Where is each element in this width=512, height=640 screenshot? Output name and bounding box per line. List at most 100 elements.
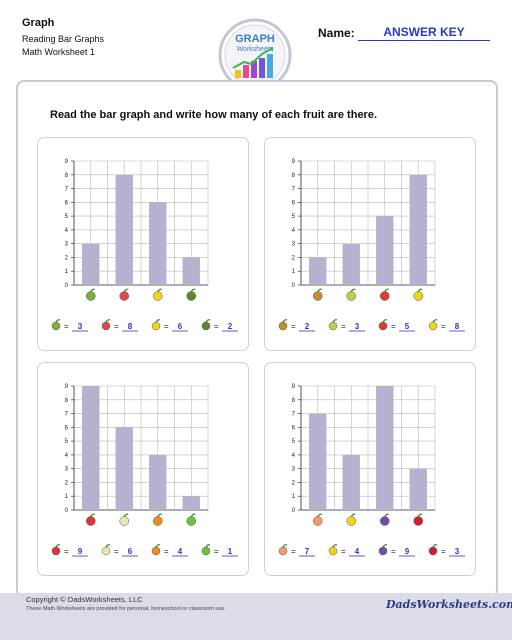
equals-sign: = xyxy=(114,547,119,556)
name-answer-key: ANSWER KEY xyxy=(358,25,490,41)
y-tick-label: 5 xyxy=(65,439,69,445)
orange-icon-leaf xyxy=(157,513,163,517)
banana-icon-leaf xyxy=(350,513,356,517)
equals-sign: = xyxy=(214,322,219,331)
y-tick-label: 7 xyxy=(65,412,69,418)
y-tick-label: 0 xyxy=(65,508,69,514)
answer-value: 6 xyxy=(128,547,133,556)
bar-orange xyxy=(149,454,167,510)
y-tick-label: 6 xyxy=(292,425,296,431)
answer-green-apple-icon-leaf xyxy=(205,544,211,548)
equals-sign: = xyxy=(441,547,446,556)
bar-lemon xyxy=(409,174,427,285)
bar-chart-1: 0 1 2 3 4 5 6 7 8 9 = 3 = 8 = 6 = 2 xyxy=(51,159,238,332)
y-tick-label: 1 xyxy=(292,269,296,275)
answer-melon-icon-leaf xyxy=(105,544,111,548)
chart-card-1: 0 1 2 3 4 5 6 7 8 9 = 3 = 8 = 6 = 2 xyxy=(37,137,249,351)
brand-logo: DadsWorksheets.com xyxy=(386,598,512,611)
watermelon-icon xyxy=(119,291,129,301)
answer-value: 4 xyxy=(178,547,183,556)
kiwi-icon-leaf xyxy=(90,288,96,292)
y-tick-label: 4 xyxy=(292,453,296,459)
answer-value: 7 xyxy=(305,547,310,556)
answer-orange-icon-leaf xyxy=(155,544,161,548)
y-tick-label: 5 xyxy=(292,439,296,445)
answer-avocado-icon-leaf xyxy=(205,319,211,323)
bar-chart-3: 0 1 2 3 4 5 6 7 8 9 = 9 = 6 = 4 = 1 xyxy=(51,384,238,557)
lemon-icon-leaf xyxy=(417,288,423,292)
answer-lemon-icon xyxy=(151,321,161,331)
bar-melon xyxy=(115,427,133,510)
y-tick-label: 3 xyxy=(65,242,69,248)
answer-value: 4 xyxy=(355,547,360,556)
answer-avocado-icon xyxy=(201,321,211,331)
answer-kiwi-icon xyxy=(51,321,61,331)
y-tick-label: 9 xyxy=(292,384,296,390)
peach-icon-leaf xyxy=(317,513,323,517)
strawberry-icon-leaf xyxy=(90,513,96,517)
bar-chart-4: 0 1 2 3 4 5 6 7 8 9 = 7 = 4 = 9 = 3 xyxy=(278,384,465,557)
lemon-icon xyxy=(153,291,163,301)
answer-peach-icon-leaf xyxy=(282,544,288,548)
answer-grapes-icon xyxy=(378,546,388,556)
bar-grapes xyxy=(376,386,394,510)
answer-pear-icon-leaf xyxy=(332,319,338,323)
bar-avocado xyxy=(182,257,200,285)
cherries-icon xyxy=(413,516,423,526)
bar-pear xyxy=(342,243,360,285)
y-tick-label: 0 xyxy=(65,283,69,289)
cherries-icon-leaf xyxy=(417,513,423,517)
name-label: Name: xyxy=(318,26,355,40)
graph-worksheets-logo: GRAPH Worksheets xyxy=(218,18,292,92)
answer-value: 3 xyxy=(455,547,460,556)
y-tick-label: 6 xyxy=(65,425,69,431)
usage-note: These Math Worksheets are provided for p… xyxy=(26,606,226,612)
bar-green-apple xyxy=(182,496,200,510)
answer-value: 9 xyxy=(405,547,410,556)
avocado-icon-leaf xyxy=(190,288,196,292)
bar-cherries xyxy=(409,468,427,510)
y-tick-label: 5 xyxy=(65,214,69,220)
answer-value: 3 xyxy=(78,322,83,331)
answer-apple-icon-leaf xyxy=(382,319,388,323)
answer-apple-icon xyxy=(378,321,388,331)
equals-sign: = xyxy=(291,322,296,331)
apple-icon-leaf xyxy=(384,288,390,292)
strawberry-icon xyxy=(86,516,96,526)
answer-value: 3 xyxy=(355,322,360,331)
y-tick-label: 2 xyxy=(292,255,296,261)
answer-strawberry-icon-leaf xyxy=(55,544,61,548)
answer-melon-icon xyxy=(101,546,111,556)
name-row: Name: ANSWER KEY xyxy=(318,25,490,43)
lemon-icon xyxy=(413,291,423,301)
chart-card-4: 0 1 2 3 4 5 6 7 8 9 = 7 = 4 = 9 = 3 xyxy=(264,362,476,576)
answer-pineapple-icon xyxy=(278,321,288,331)
answer-watermelon-icon-leaf xyxy=(105,319,111,323)
orange-icon xyxy=(153,516,163,526)
banana-icon xyxy=(346,516,356,526)
worksheet-subtitle: Reading Bar Graphs xyxy=(22,34,105,44)
melon-icon xyxy=(119,516,129,526)
y-tick-label: 6 xyxy=(292,200,296,206)
green-apple-icon xyxy=(186,516,196,526)
svg-text:Worksheets: Worksheets xyxy=(237,46,274,53)
bar-banana xyxy=(342,454,360,510)
y-tick-label: 8 xyxy=(65,173,69,179)
watermelon-icon-leaf xyxy=(123,288,129,292)
answer-orange-icon xyxy=(151,546,161,556)
worksheet-number: Math Worksheet 1 xyxy=(22,47,95,57)
answer-value: 2 xyxy=(228,322,233,331)
bar-apple xyxy=(376,216,394,285)
bar-chart-2: 0 1 2 3 4 5 6 7 8 9 = 2 = 3 = 5 = 8 xyxy=(278,159,465,332)
chart-card-3: 0 1 2 3 4 5 6 7 8 9 = 9 = 6 = 4 = 1 xyxy=(37,362,249,576)
y-tick-label: 3 xyxy=(292,467,296,473)
grapes-icon-leaf xyxy=(384,513,390,517)
y-tick-label: 7 xyxy=(292,187,296,193)
equals-sign: = xyxy=(114,322,119,331)
apple-icon xyxy=(380,291,390,301)
answer-peach-icon xyxy=(278,546,288,556)
answer-strawberry-icon xyxy=(51,546,61,556)
worksheet-title: Graph xyxy=(22,17,55,29)
answer-value: 8 xyxy=(128,322,133,331)
y-tick-label: 0 xyxy=(292,283,296,289)
